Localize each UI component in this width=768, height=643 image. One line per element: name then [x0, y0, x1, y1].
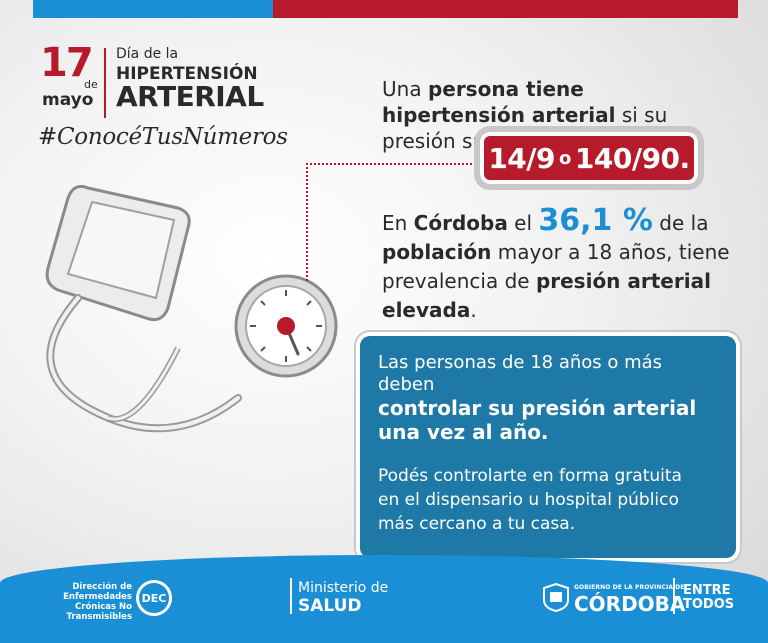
- hashtag: #ConocéTusNúmeros: [38, 124, 288, 150]
- info2-mid1: el: [507, 211, 539, 235]
- top-bar-red: [273, 0, 738, 18]
- cordoba-label: CÓRDOBA: [574, 592, 686, 616]
- info2-pre: En: [382, 211, 414, 235]
- top-bar-blue: [33, 0, 273, 18]
- prevalence-percent: 36,1 %: [538, 203, 653, 238]
- entre-label: ENTRE: [683, 583, 731, 598]
- info2-bold2: población: [382, 240, 492, 264]
- card-line2: controlar su presión arterial una vez al…: [378, 396, 697, 444]
- card-line1: Las personas de 18 años o más deben: [378, 352, 663, 395]
- ministerio-label: Ministerio de: [298, 580, 389, 596]
- dec-logo: DEC: [136, 580, 172, 616]
- info2-bold3: presión arterial elevada: [382, 269, 711, 322]
- title-line1: Día de la: [116, 46, 179, 62]
- footer-band: [0, 555, 768, 643]
- date-month: mayo: [42, 90, 94, 110]
- tube-icon: [46, 294, 242, 433]
- value-or: o: [559, 147, 571, 169]
- info1-bold: persona tiene hipertensión arterial: [382, 77, 616, 127]
- cordoba-shield-icon: [543, 582, 569, 612]
- blood-pressure-monitor-illustration: [45, 184, 338, 433]
- cuff-icon: [45, 184, 191, 322]
- threshold-values-badge: 14/9 o 140/90.: [480, 132, 698, 184]
- title-line2: HIPERTENSIÓN: [116, 64, 258, 84]
- cordoba-prevalence: En Córdoba el 36,1 % de la población may…: [382, 206, 732, 325]
- info2-mid3: mayor a 18 años, tiene prevalencia de: [382, 240, 730, 293]
- date-day: 17: [40, 40, 94, 86]
- date-de: de: [84, 78, 98, 91]
- recommendation-card: Las personas de 18 años o más deben cont…: [360, 336, 736, 558]
- info1-pre: Una: [382, 77, 428, 101]
- gauge-icon: [234, 274, 338, 378]
- cordoba-divider: [673, 578, 675, 614]
- header-divider: [104, 48, 106, 118]
- entre-todos-label: ENTRE TODOS: [683, 584, 734, 612]
- info2-mid2: de la: [652, 211, 709, 235]
- gobierno-label: GOBIERNO DE LA PROVINCIA DE: [574, 584, 685, 591]
- value-b: 140/90.: [574, 141, 690, 175]
- value-a: 14/9: [488, 141, 556, 175]
- title-line3: ARTERIAL: [116, 80, 264, 113]
- salud-label: SALUD: [298, 596, 362, 616]
- connector-dotted-horizontal: [306, 163, 480, 165]
- ministerio-divider: [290, 578, 292, 614]
- connector-dotted-vertical: [306, 163, 308, 281]
- card-line3: Podés controlarte en forma gratuita en e…: [378, 466, 682, 534]
- dec-label: Dirección de Enfermedades Crónicas No Tr…: [63, 582, 132, 622]
- info2-end: .: [470, 298, 477, 322]
- todos-label: TODOS: [683, 597, 735, 612]
- info2-bold1: Córdoba: [413, 211, 508, 235]
